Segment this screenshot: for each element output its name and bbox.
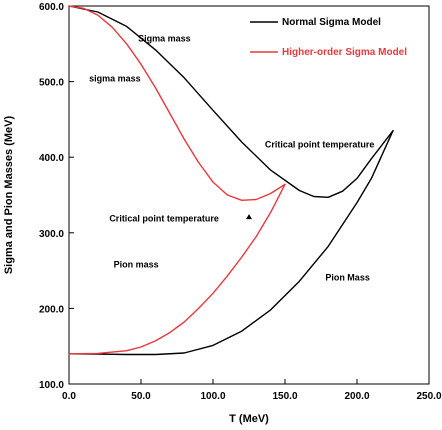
y-tick-label: 100.0 — [39, 380, 64, 391]
annotation-1: sigma mass — [89, 74, 141, 84]
annotation-2: Critical point temperature — [265, 139, 375, 149]
x-tick-label: 250.0 — [416, 391, 441, 402]
series-0-curve-1 — [68, 130, 394, 356]
y-tick-label: 500.0 — [39, 78, 64, 89]
x-tick-label: 50.0 — [131, 391, 151, 402]
annotations: Sigma mass sigma mass Critical point tempe… — [89, 34, 374, 283]
y-tick-label: 600.0 — [39, 2, 64, 13]
legend: Normal Sigma Model Higher-order Sigma Mod… — [250, 17, 407, 58]
x-axis: 0.0 50.0 100.0 150.0 200.0 250.0 — [62, 379, 442, 402]
annotation-4: Pion mass — [114, 260, 159, 270]
series-0-curve-0 — [68, 5, 394, 198]
legend-label-1: Higher-order Sigma Model — [282, 47, 407, 58]
annotation-3: Critical point temperature — [109, 213, 219, 223]
series-layer — [68, 5, 394, 356]
x-tick-label: 100.0 — [200, 391, 225, 402]
annotation-5: Pion Mass — [325, 272, 370, 282]
x-tick-label: 150.0 — [272, 391, 297, 402]
series-1-curve-0 — [68, 5, 286, 201]
y-tick-label: 300.0 — [39, 229, 64, 240]
annotation-0: Sigma mass — [138, 34, 191, 44]
x-tick-label: 0.0 — [62, 391, 76, 402]
y-axis: 100.0 200.0 300.0 400.0 500.0 600.0 — [39, 2, 74, 391]
x-tick-label: 200.0 — [344, 391, 369, 402]
legend-label-0: Normal Sigma Model — [282, 17, 381, 28]
y-tick-label: 400.0 — [39, 153, 64, 164]
plot-area — [68, 5, 430, 385]
x-axis-label: T (MeV) — [229, 413, 269, 425]
y-axis-label: Sigma and Pion Masses (MeV) — [3, 116, 15, 275]
y-tick-label: 200.0 — [39, 304, 64, 315]
critical-point-marker — [246, 214, 252, 220]
series-1-curve-1 — [68, 183, 286, 355]
